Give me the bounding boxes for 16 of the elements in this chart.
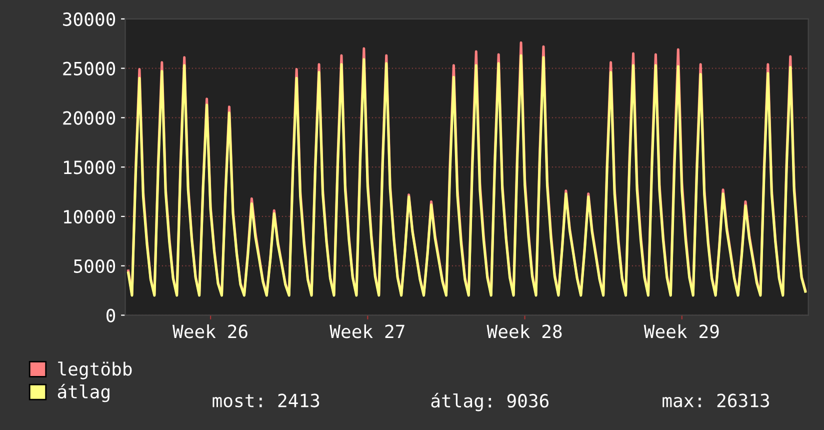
text: most: 2413 (212, 394, 320, 408)
y-tick-label: 30000 (63, 12, 116, 26)
y-tick-label: 25000 (63, 62, 116, 76)
x-tick-label: Week 29 (644, 324, 719, 338)
y-tick-label: 20000 (63, 111, 116, 125)
y-tick-label: 15000 (64, 160, 116, 174)
x-tick-label: Week 28 (486, 324, 562, 338)
y-tick-label: 10000 (64, 210, 116, 224)
legend-label: legtöbb (58, 362, 132, 380)
legend-label: átlag (58, 384, 110, 402)
text: max: 26313 (662, 394, 770, 408)
y-tick-label: 0 (106, 308, 116, 322)
x-tick-label: Week 26 (172, 324, 248, 338)
y-tick-label: 5000 (74, 259, 116, 273)
x-tick-label: Week 27 (330, 324, 404, 338)
text: átlag: 9036 (431, 392, 549, 412)
